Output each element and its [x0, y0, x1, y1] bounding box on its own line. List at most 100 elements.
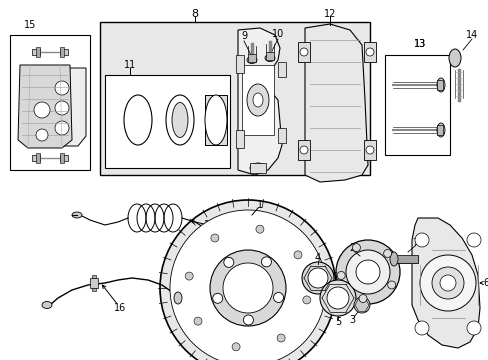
Circle shape: [466, 321, 480, 335]
Circle shape: [431, 267, 463, 299]
Ellipse shape: [264, 54, 274, 62]
Circle shape: [307, 268, 327, 288]
Circle shape: [243, 315, 253, 325]
Circle shape: [232, 343, 240, 351]
Text: 2: 2: [348, 243, 354, 253]
Polygon shape: [36, 68, 86, 146]
Bar: [100, 22, 369, 175]
Text: 8: 8: [191, 9, 198, 19]
Circle shape: [326, 287, 348, 309]
Text: 16: 16: [114, 303, 126, 313]
Text: 15: 15: [24, 20, 36, 30]
Bar: [10, 35, 90, 170]
Text: 13: 13: [413, 39, 425, 49]
Bar: [384, 55, 449, 155]
Text: 11: 11: [123, 60, 136, 70]
Circle shape: [302, 262, 333, 294]
Bar: [236, 130, 244, 148]
Bar: [105, 75, 229, 168]
Circle shape: [277, 334, 285, 342]
Ellipse shape: [42, 302, 52, 309]
Circle shape: [439, 275, 455, 291]
Bar: [249, 163, 265, 173]
Ellipse shape: [389, 252, 397, 266]
Circle shape: [160, 200, 335, 360]
Circle shape: [212, 293, 222, 303]
Ellipse shape: [246, 57, 257, 63]
Polygon shape: [238, 28, 282, 175]
Bar: [60, 47, 64, 57]
Bar: [36, 47, 40, 57]
Circle shape: [335, 240, 399, 304]
Bar: [436, 80, 442, 90]
Circle shape: [358, 294, 366, 302]
Bar: [60, 153, 64, 163]
Text: 3: 3: [348, 315, 354, 325]
Text: 5: 5: [334, 317, 341, 327]
Ellipse shape: [436, 123, 444, 137]
Circle shape: [383, 249, 391, 257]
Bar: [363, 140, 375, 160]
Circle shape: [170, 210, 325, 360]
Circle shape: [365, 48, 373, 56]
Circle shape: [36, 129, 48, 141]
Text: 17: 17: [203, 220, 216, 230]
Bar: [297, 140, 309, 160]
Circle shape: [261, 257, 271, 267]
Bar: [436, 125, 442, 135]
Circle shape: [355, 260, 379, 284]
Circle shape: [466, 233, 480, 247]
Circle shape: [346, 250, 389, 294]
Circle shape: [273, 292, 283, 302]
Bar: [92, 275, 96, 278]
Bar: [242, 65, 273, 135]
Bar: [236, 55, 244, 73]
Circle shape: [299, 146, 307, 154]
Bar: [90, 278, 98, 288]
Bar: [395, 255, 417, 263]
Circle shape: [353, 297, 369, 313]
Circle shape: [365, 146, 373, 154]
Bar: [297, 42, 309, 62]
Ellipse shape: [165, 95, 194, 145]
Circle shape: [352, 244, 360, 252]
Circle shape: [223, 263, 272, 313]
Bar: [60, 49, 68, 55]
Bar: [204, 95, 226, 145]
Circle shape: [224, 257, 233, 267]
Text: 9: 9: [241, 31, 246, 41]
Circle shape: [255, 225, 264, 233]
Bar: [363, 42, 375, 62]
Text: 12: 12: [323, 9, 336, 19]
Bar: [92, 288, 96, 291]
Ellipse shape: [249, 163, 265, 173]
Text: 13: 13: [413, 39, 425, 49]
Text: 10: 10: [271, 29, 284, 39]
Circle shape: [55, 121, 69, 135]
Circle shape: [210, 234, 219, 242]
Bar: [265, 52, 273, 60]
Text: 6: 6: [482, 278, 488, 288]
Circle shape: [414, 321, 428, 335]
Circle shape: [293, 251, 302, 259]
Bar: [60, 155, 68, 161]
Text: 14: 14: [465, 30, 477, 40]
Bar: [278, 62, 285, 77]
Circle shape: [194, 317, 202, 325]
Circle shape: [185, 272, 193, 280]
Ellipse shape: [72, 212, 82, 218]
Ellipse shape: [204, 95, 226, 145]
Circle shape: [302, 296, 310, 304]
Ellipse shape: [436, 78, 444, 92]
Text: 4: 4: [314, 253, 321, 263]
Ellipse shape: [174, 292, 182, 304]
Ellipse shape: [246, 84, 268, 116]
Circle shape: [337, 271, 345, 279]
Circle shape: [299, 48, 307, 56]
Text: 1: 1: [256, 200, 263, 210]
Circle shape: [34, 102, 50, 118]
Bar: [32, 155, 40, 161]
Ellipse shape: [252, 93, 263, 107]
Ellipse shape: [172, 103, 187, 138]
Circle shape: [55, 81, 69, 95]
